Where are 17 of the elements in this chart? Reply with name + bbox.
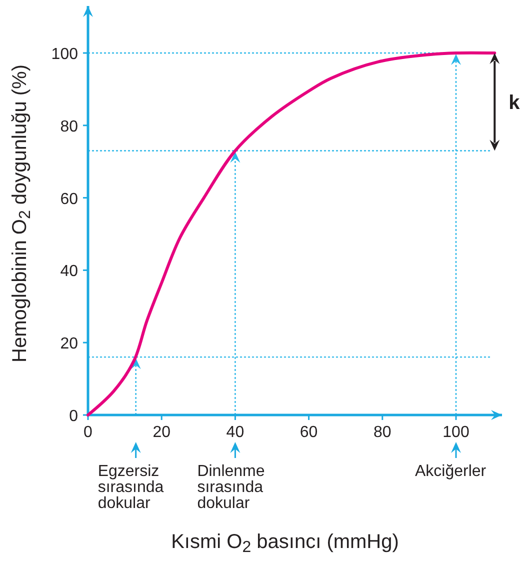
text: Dinlenme sırasında dokular	[197, 463, 265, 512]
y-tick-label: 60	[60, 190, 78, 208]
text: Akciğerler	[415, 463, 487, 480]
y-tick-label: 0	[69, 408, 78, 425]
x-tick-label: 20	[152, 424, 171, 441]
x-tick-label: 40	[226, 424, 244, 441]
text: k	[508, 92, 521, 114]
x-tick-label: 100	[442, 424, 470, 441]
text: Egzersiz sırasında dokular	[98, 463, 164, 512]
x-tick-label: 0	[84, 424, 93, 441]
y-tick-label: 20	[60, 336, 78, 353]
x-axis-title: Kısmi O$_{2}$ basıncı (mmHg)	[171, 531, 399, 556]
y-tick-label: 100	[51, 46, 78, 63]
x-tick-label: 80	[374, 424, 392, 441]
x-tick-label: 60	[300, 424, 318, 441]
y-tick-label: 40	[60, 263, 78, 280]
y-tick-label: 80	[60, 118, 78, 136]
